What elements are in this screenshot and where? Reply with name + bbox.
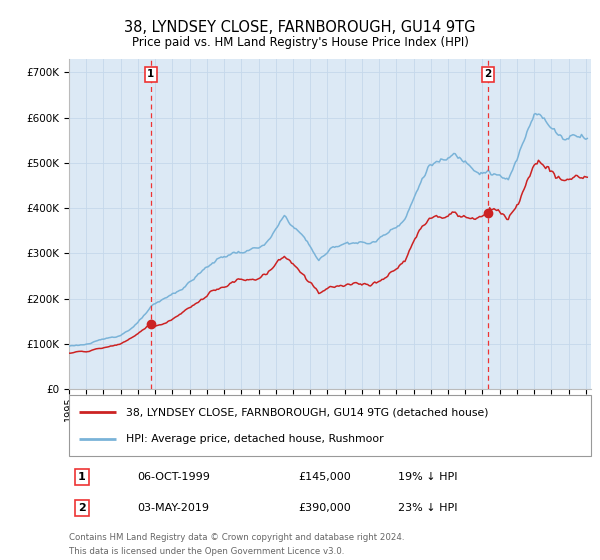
Text: 06-OCT-1999: 06-OCT-1999 — [137, 472, 210, 482]
Text: 38, LYNDSEY CLOSE, FARNBOROUGH, GU14 9TG: 38, LYNDSEY CLOSE, FARNBOROUGH, GU14 9TG — [124, 20, 476, 35]
FancyBboxPatch shape — [69, 395, 591, 456]
Text: £390,000: £390,000 — [299, 503, 352, 513]
Text: 38, LYNDSEY CLOSE, FARNBOROUGH, GU14 9TG (detached house): 38, LYNDSEY CLOSE, FARNBOROUGH, GU14 9TG… — [127, 407, 489, 417]
Text: 19% ↓ HPI: 19% ↓ HPI — [398, 472, 457, 482]
Text: 2: 2 — [78, 503, 86, 513]
Text: 2: 2 — [485, 69, 492, 80]
Text: 1: 1 — [147, 69, 154, 80]
Text: 03-MAY-2019: 03-MAY-2019 — [137, 503, 209, 513]
Text: £145,000: £145,000 — [299, 472, 352, 482]
Text: HPI: Average price, detached house, Rushmoor: HPI: Average price, detached house, Rush… — [127, 434, 384, 444]
Text: 23% ↓ HPI: 23% ↓ HPI — [398, 503, 457, 513]
Text: This data is licensed under the Open Government Licence v3.0.: This data is licensed under the Open Gov… — [69, 547, 344, 556]
Text: 1: 1 — [78, 472, 86, 482]
Text: Contains HM Land Registry data © Crown copyright and database right 2024.: Contains HM Land Registry data © Crown c… — [69, 533, 404, 542]
Text: Price paid vs. HM Land Registry's House Price Index (HPI): Price paid vs. HM Land Registry's House … — [131, 36, 469, 49]
